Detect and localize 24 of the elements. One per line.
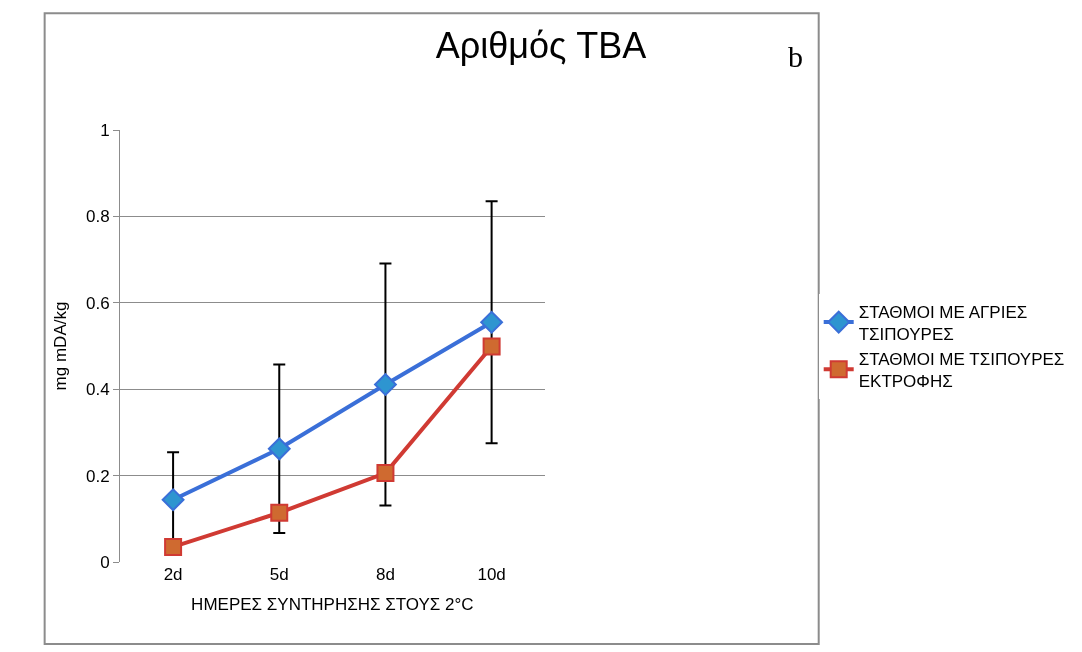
point xyxy=(164,537,183,556)
x-tick-label: 2d xyxy=(163,565,183,584)
point xyxy=(270,503,289,522)
x-axis-title: ΗΜΕΡΕΣ ΣΥΝΤΗΡΗΣΗΣ ΣΤΟΥΣ 2°C xyxy=(191,595,474,615)
point xyxy=(482,337,501,356)
point xyxy=(161,488,185,512)
point xyxy=(267,437,291,461)
legend-label: ΣΤΑΘΜΟΙ ΜΕ ΑΓΡΙΕΣ ΤΣΙΠΟΥΡΕΣ xyxy=(858,302,1028,344)
chart-title: Αριθμός TBA xyxy=(435,25,647,67)
y-tick-label: 0.2 xyxy=(85,466,110,486)
text: b xyxy=(788,40,803,73)
x-tick-label: 8d xyxy=(375,565,395,584)
point xyxy=(480,310,504,334)
x-tick-label: 10d xyxy=(477,565,506,584)
y-tick-label: 1 xyxy=(100,120,110,140)
y-tick-label: 0.4 xyxy=(85,380,110,400)
point xyxy=(376,464,395,483)
x-tick-label: 5d xyxy=(269,565,289,584)
y-tick-label: 0.8 xyxy=(85,207,110,227)
legend-label: ΣΤΑΘΜΟΙ ΜΕ ΤΣΙΠΟΥΡΕΣ ΕΚΤΡΟΦΗΣ xyxy=(858,349,1065,391)
y-tick-label: 0.6 xyxy=(85,293,110,313)
point xyxy=(374,373,397,396)
y-axis-title: mg mDA/kg xyxy=(50,301,70,391)
y-tick-label: 0 xyxy=(100,552,110,572)
